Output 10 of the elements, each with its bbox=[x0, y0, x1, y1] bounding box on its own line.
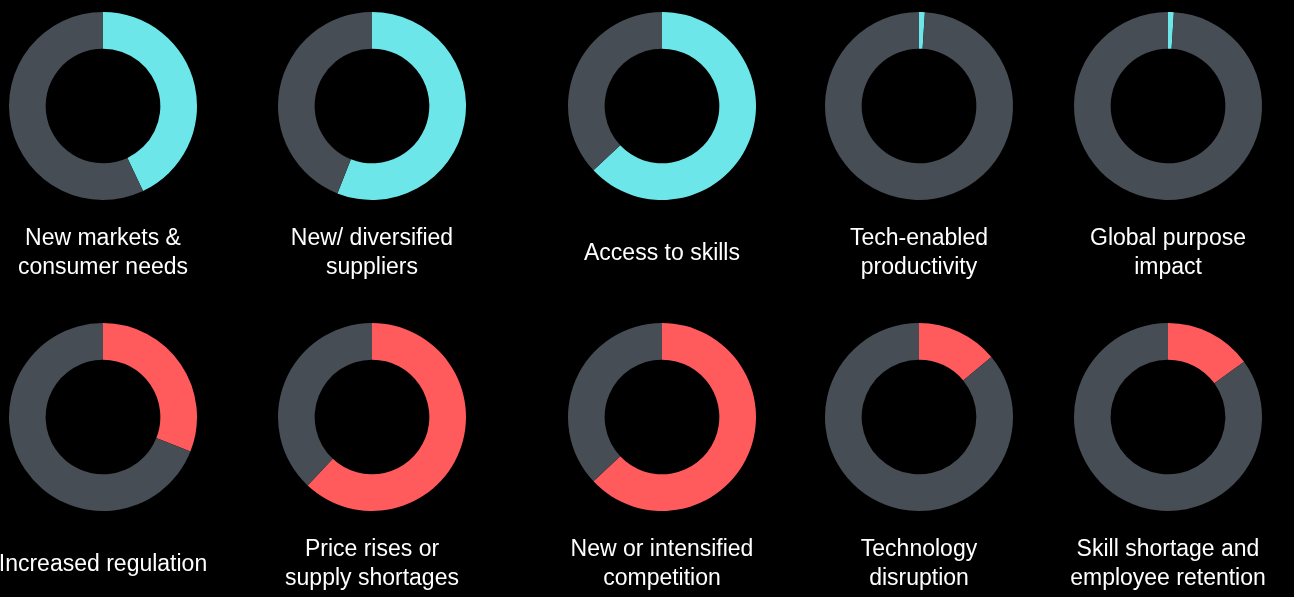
text: New or intensified competition bbox=[569, 534, 755, 592]
text: Global purpose impact bbox=[1089, 223, 1247, 281]
text: Tech-enabled productivity bbox=[848, 223, 990, 281]
text: Price rises or supply shortages bbox=[284, 534, 460, 592]
text: Skill shortage and employee retention bbox=[1069, 534, 1267, 592]
text: New markets & consumer needs bbox=[16, 223, 189, 281]
text: Technology disruption bbox=[859, 534, 979, 592]
text: Access to skills bbox=[583, 237, 741, 267]
text: New/ diversified suppliers bbox=[289, 223, 455, 281]
text: Increased regulation bbox=[0, 548, 209, 578]
